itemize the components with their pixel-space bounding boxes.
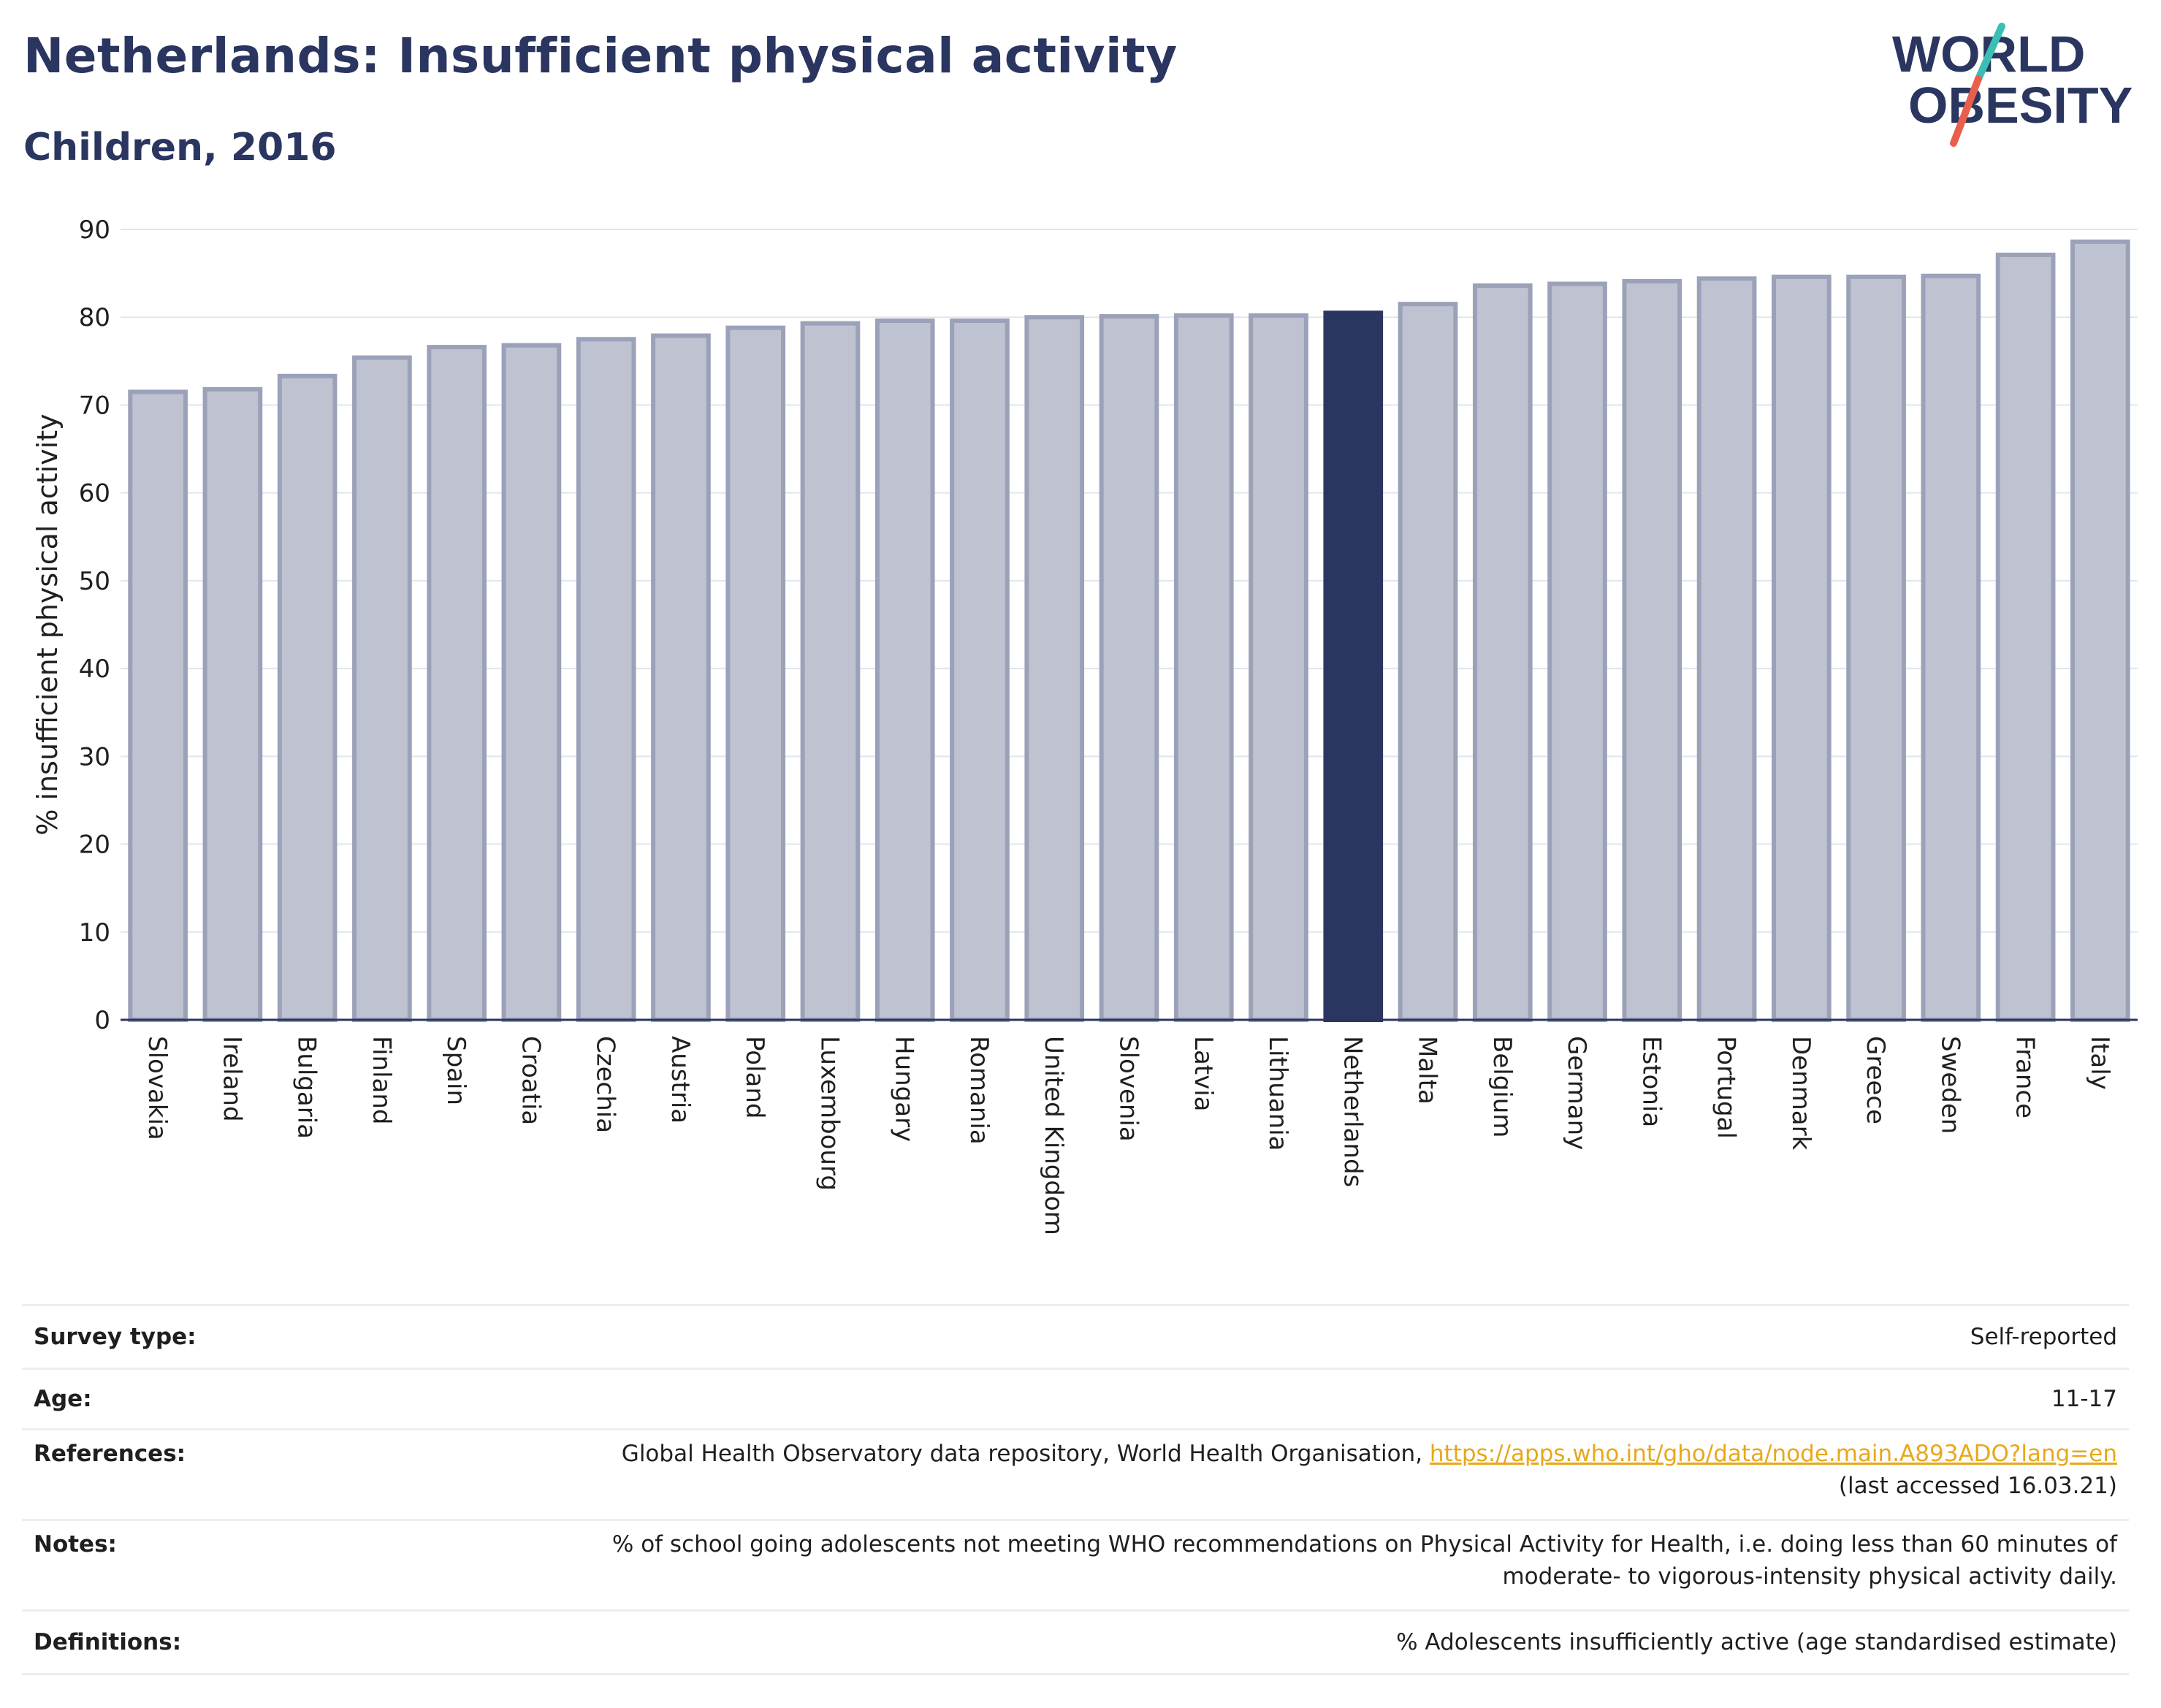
x-tick-label: Czechia xyxy=(591,1036,620,1133)
bar xyxy=(1173,313,1234,1023)
y-tick-label: 50 xyxy=(79,567,110,596)
y-tick-label: 30 xyxy=(79,742,110,771)
info-table: Survey type: Self-reported Age: 11-17 Re… xyxy=(22,1304,2129,1675)
y-tick-label: 10 xyxy=(79,918,110,948)
x-tick-label: Austria xyxy=(666,1036,695,1124)
info-row-age: Age: 11-17 xyxy=(22,1368,2129,1428)
y-tick-label: 80 xyxy=(79,303,110,332)
bar xyxy=(1547,281,1607,1022)
references-link[interactable]: https://apps.who.int/gho/data/node.main.… xyxy=(1429,1441,2117,1467)
bar xyxy=(576,337,636,1022)
x-tick-label: France xyxy=(2011,1036,2040,1118)
bar xyxy=(800,321,861,1023)
info-row-references: References: Global Health Observatory da… xyxy=(22,1428,2129,1519)
x-tick-label: Portugal xyxy=(1712,1036,1741,1139)
x-tick-label: Slovenia xyxy=(1114,1036,1143,1142)
bar xyxy=(725,325,786,1023)
notes-line2: moderate- to vigorous-intensity physical… xyxy=(1502,1563,2117,1590)
x-tick-label: Croatia xyxy=(516,1036,545,1125)
x-tick-label: United Kingdom xyxy=(1039,1036,1068,1235)
info-row-notes: Notes: % of school going adolescents not… xyxy=(22,1519,2129,1609)
x-tick-label: Belgium xyxy=(1487,1036,1517,1137)
logo-line2: OBESITY xyxy=(1908,77,2133,134)
bar-highlighted xyxy=(1323,310,1384,1022)
bar xyxy=(277,373,338,1022)
x-tick-label: Slovakia xyxy=(142,1036,172,1140)
bar xyxy=(1099,314,1159,1022)
bar xyxy=(1024,315,1085,1022)
definitions-label: Definitions: xyxy=(34,1629,182,1655)
bar xyxy=(501,343,562,1022)
x-tick-label: Netherlands xyxy=(1338,1036,1367,1187)
bar xyxy=(1622,278,1682,1023)
bar xyxy=(202,386,263,1022)
bar xyxy=(1398,302,1458,1022)
references-text: Global Health Observatory data repositor… xyxy=(621,1441,1430,1467)
survey-type-value: Self-reported xyxy=(1970,1324,2117,1350)
bar xyxy=(1771,274,1832,1023)
x-tick-label: Sweden xyxy=(1935,1036,1964,1134)
bar xyxy=(352,355,412,1023)
definitions-value: % Adolescents insufficiently active (age… xyxy=(1396,1629,2117,1655)
x-tick-label: Spain xyxy=(441,1036,470,1105)
notes-value: % of school going adolescents not meetin… xyxy=(612,1528,2117,1593)
references-accessed: (last accessed 16.03.21) xyxy=(1838,1473,2117,1499)
x-tick-label: Malta xyxy=(1413,1036,1442,1105)
info-row-definitions: Definitions: % Adolescents insufficientl… xyxy=(22,1609,2129,1675)
notes-label: Notes: xyxy=(34,1531,117,1558)
x-tick-label: Greece xyxy=(1861,1036,1890,1124)
logo-slash-bottom xyxy=(1950,75,1982,147)
page-subtitle: Children, 2016 xyxy=(23,126,337,169)
info-row-survey: Survey type: Self-reported xyxy=(22,1304,2129,1368)
age-label: Age: xyxy=(34,1386,92,1412)
x-tick-label: Bulgaria xyxy=(292,1036,321,1139)
x-tick-label: Latvia xyxy=(1189,1036,1218,1112)
bar xyxy=(874,319,935,1022)
logo-slash-top xyxy=(1975,23,2005,83)
y-tick-label: 40 xyxy=(79,655,110,684)
x-tick-label: Ireland xyxy=(217,1036,246,1122)
bar xyxy=(1472,283,1533,1023)
bar-chart: 0 10 20 30 40 50 60 70 80 90 % insufficient physic… xyxy=(31,216,2138,1235)
x-tick-label: Poland xyxy=(740,1036,769,1119)
bar xyxy=(128,389,188,1022)
references-value: Global Health Observatory data repositor… xyxy=(622,1438,2117,1502)
bar xyxy=(1249,313,1308,1023)
bar xyxy=(427,345,487,1022)
bar xyxy=(1696,276,1757,1022)
y-tick-label: 70 xyxy=(79,391,110,420)
y-tick-label: 20 xyxy=(79,831,110,860)
y-tick-label: 90 xyxy=(79,216,110,245)
x-tick-label: Luxembourg xyxy=(815,1036,844,1191)
bar xyxy=(1921,273,1981,1023)
notes-line1: % of school going adolescents not meetin… xyxy=(611,1531,2117,1558)
x-tick-label: Finland xyxy=(367,1036,396,1125)
survey-type-label: Survey type: xyxy=(34,1324,197,1350)
page-title: Netherlands: Insufficient physical activ… xyxy=(23,28,1178,84)
x-tick-label: Lithuania xyxy=(1263,1036,1292,1151)
y-tick-label: 0 xyxy=(94,1006,110,1035)
world-obesity-logo: WORLD OBESITY xyxy=(1892,23,2133,147)
age-value: 11-17 xyxy=(2051,1386,2117,1412)
references-label: References: xyxy=(34,1441,186,1467)
x-tick-label: Denmark xyxy=(1786,1036,1815,1151)
x-tick-label: Estonia xyxy=(1636,1036,1666,1127)
y-axis-title: % insufficient physical activity xyxy=(31,413,64,835)
x-tick-label: Romania xyxy=(964,1036,994,1145)
x-tick-label: Hungary xyxy=(890,1036,919,1142)
bar xyxy=(1846,274,1906,1023)
y-tick-label: 60 xyxy=(79,479,110,508)
bar xyxy=(1995,252,2056,1022)
bar xyxy=(651,333,711,1023)
bar xyxy=(950,319,1010,1022)
x-tick-label: Italy xyxy=(2085,1036,2114,1090)
x-tick-label: Germany xyxy=(1562,1036,1591,1150)
bar xyxy=(2070,239,2130,1023)
